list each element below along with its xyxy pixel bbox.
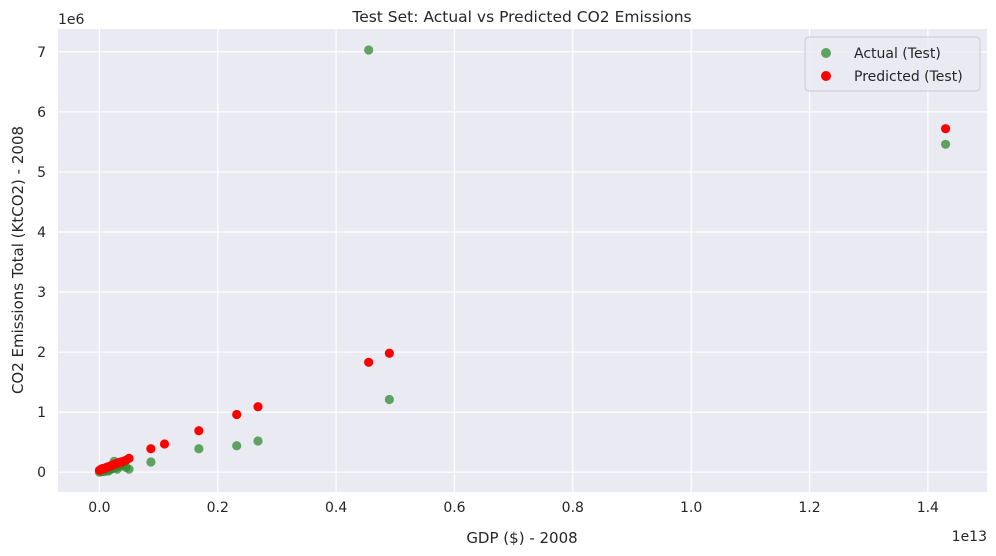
- x-tick-label: 0.4: [325, 500, 347, 516]
- x-tick-label: 1.2: [798, 500, 820, 516]
- actual-point: [232, 441, 242, 451]
- predicted-point: [940, 124, 951, 134]
- y-axis-label: CO2 Emissions Total (KtCO2) - 2008: [9, 126, 27, 394]
- actual-point: [124, 464, 134, 474]
- x-tick-label: 0.2: [207, 500, 229, 516]
- y-tick-label: 6: [37, 105, 46, 121]
- data-points: [94, 45, 951, 477]
- y-tick-label: 0: [37, 465, 46, 481]
- legend-marker-predicted: [821, 71, 831, 81]
- actual-point: [253, 436, 263, 446]
- actual-point: [940, 139, 951, 149]
- actual-point: [194, 444, 204, 454]
- legend-label-predicted: Predicted (Test): [854, 69, 963, 85]
- x-tick-label: 1.0: [680, 500, 702, 516]
- predicted-point: [384, 348, 394, 358]
- actual-point: [146, 457, 156, 467]
- predicted-point: [124, 453, 134, 463]
- y-tick-labels: 0 1 2 3 4 5 6 7: [37, 45, 46, 481]
- actual-point: [364, 45, 374, 55]
- predicted-point: [232, 409, 242, 420]
- legend-box: [804, 36, 981, 92]
- predicted-point: [146, 444, 156, 454]
- plot-background: [58, 29, 987, 492]
- x-tick-label: 1.4: [917, 500, 939, 516]
- x-tick-labels: 0.0 0.2 0.4 0.6 0.8 1.0 1.2 1.4: [88, 500, 939, 516]
- y-tick-label: 2: [37, 345, 46, 361]
- y-offset-label: 1e6: [58, 12, 85, 28]
- x-tick-label: 0.0: [88, 500, 110, 516]
- y-tick-label: 1: [37, 405, 46, 421]
- x-axis-label: GDP ($) - 2008: [466, 529, 577, 547]
- x-offset-label: 1e13: [952, 529, 987, 545]
- y-tick-label: 5: [37, 165, 46, 181]
- legend-marker-actual: [821, 48, 831, 58]
- x-tick-label: 0.6: [443, 500, 465, 516]
- y-tick-label: 3: [37, 285, 46, 301]
- legend-label-actual: Actual (Test): [854, 46, 941, 62]
- y-tick-label: 4: [37, 225, 46, 241]
- actual-point: [384, 394, 394, 405]
- grid-lines: [58, 29, 987, 492]
- predicted-point: [253, 402, 263, 412]
- x-tick-label: 0.8: [562, 500, 584, 516]
- predicted-point: [159, 439, 170, 449]
- predicted-point: [364, 357, 374, 367]
- y-tick-label: 7: [37, 45, 46, 61]
- legend: Actual (Test) Predicted (Test): [804, 36, 981, 92]
- chart-title: Test Set: Actual vs Predicted CO2 Emissi…: [351, 8, 691, 26]
- predicted-point: [194, 426, 204, 436]
